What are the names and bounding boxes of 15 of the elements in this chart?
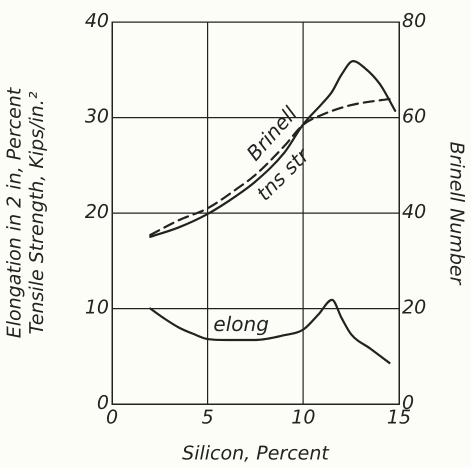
y2-axis-title: Brinell Number bbox=[446, 142, 468, 286]
y2-tick-label: 40 bbox=[402, 200, 426, 223]
y-tick-label: 10 bbox=[84, 296, 109, 318]
x-tick-label: 5 bbox=[202, 406, 214, 428]
x-tick-label: 10 bbox=[291, 406, 316, 428]
y-tick-label: 30 bbox=[84, 105, 109, 128]
x-axis-title: Silicon, Percent bbox=[182, 442, 330, 465]
y-tick-label: 20 bbox=[84, 200, 109, 223]
series-label: elong bbox=[213, 312, 269, 336]
y-tick-label: 40 bbox=[84, 10, 109, 32]
y-axis-title: Elongation in 2 in, Percent Tensile Strength, Kips/in.² bbox=[3, 86, 48, 338]
y2-tick-label: 80 bbox=[402, 10, 426, 32]
y2-tick-label: 60 bbox=[402, 105, 426, 128]
y-tick-label: 0 bbox=[96, 392, 109, 414]
y2-tick-label: 20 bbox=[402, 296, 426, 318]
